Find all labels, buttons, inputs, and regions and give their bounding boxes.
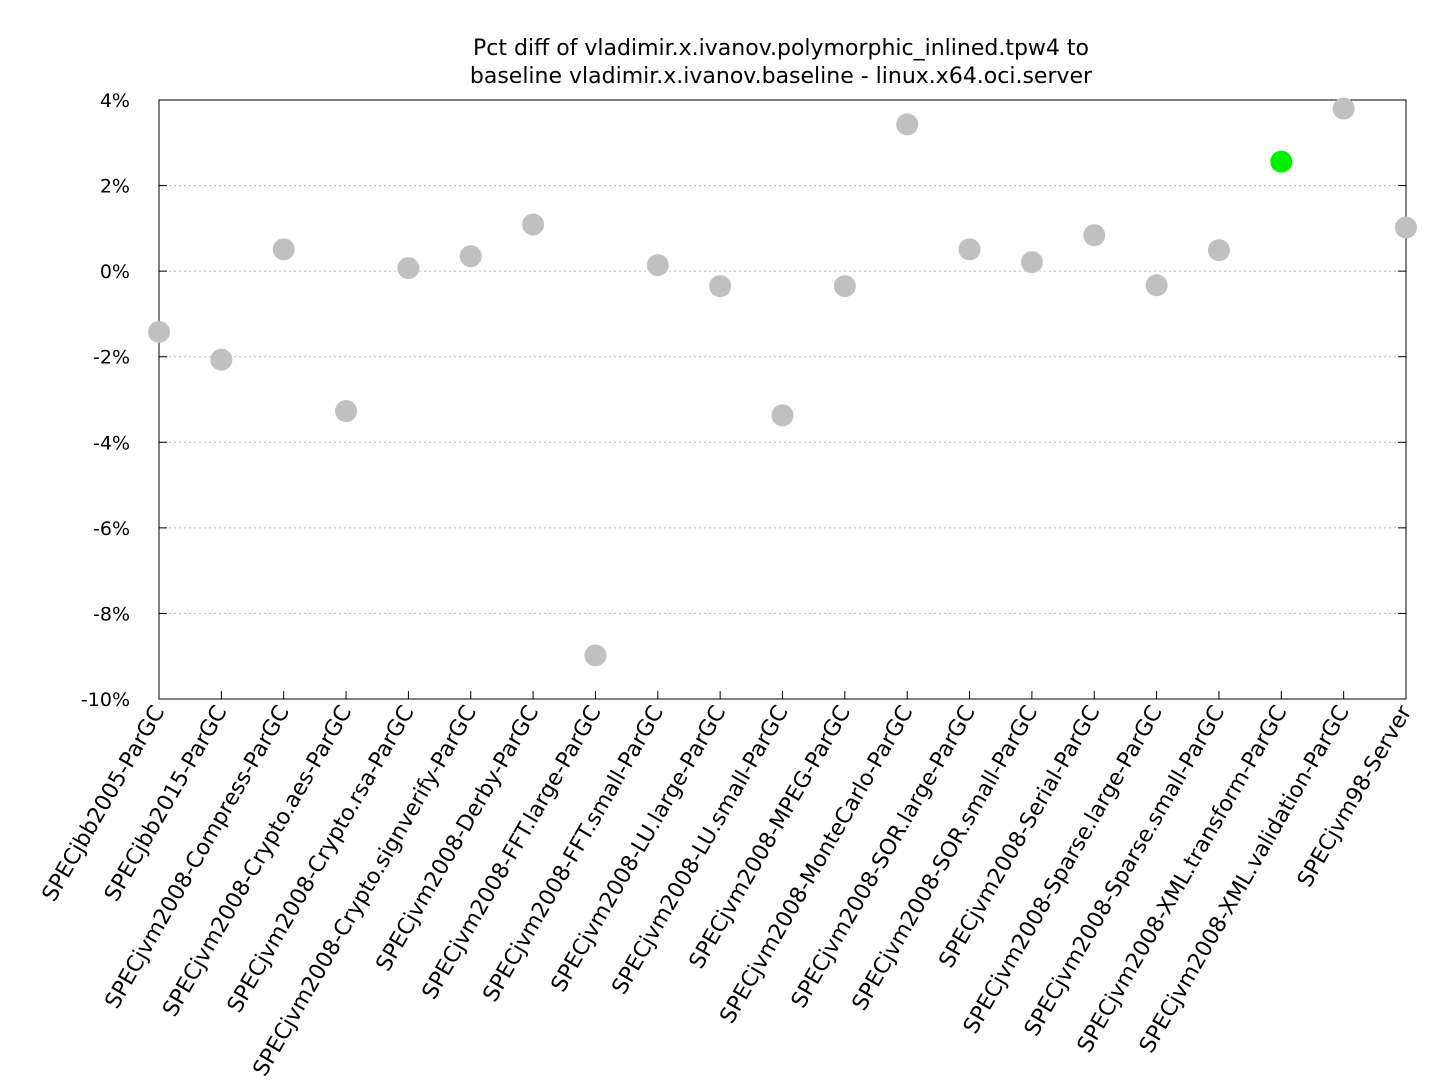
y-tick-label: -4% — [93, 432, 130, 454]
y-tick-label: -8% — [93, 603, 130, 625]
y-axis: 4% 2% 0% -2% -4% -6% -8% -10% — [81, 90, 1406, 711]
data-point — [272, 238, 295, 261]
y-tick-label: -6% — [93, 518, 130, 540]
x-tick-label: SPECjbb2005-ParGC — [38, 702, 170, 906]
data-point — [210, 348, 233, 371]
data-point — [1145, 274, 1168, 297]
data-point — [335, 400, 358, 423]
data-point — [1083, 224, 1106, 247]
x-tick-label: SPECjbb2015-ParGC — [100, 702, 232, 906]
data-point — [148, 320, 170, 343]
x-tick-label: SPECjvm98-Server — [1293, 701, 1418, 892]
chart-title-line-2: baseline vladimir.x.ivanov.baseline - li… — [470, 64, 1093, 89]
data-point — [958, 238, 981, 261]
data-point — [896, 113, 919, 136]
y-tick-label: -10% — [81, 689, 130, 711]
data-point — [646, 254, 669, 277]
data-point — [771, 404, 794, 427]
highlighted-data-point — [1270, 150, 1293, 173]
data-point — [709, 275, 732, 298]
y-tick-label: 0% — [100, 261, 130, 283]
chart-title-line-1: Pct diff of vladimir.x.ivanov.polymorphi… — [473, 36, 1089, 61]
data-point — [1020, 251, 1043, 274]
plot-frame — [158, 99, 1407, 700]
y-tick-label: 2% — [100, 176, 130, 198]
y-tick-label: -2% — [93, 347, 130, 369]
data-point — [522, 213, 545, 236]
data-point — [1207, 239, 1230, 262]
data-point — [397, 257, 420, 280]
data-point — [1395, 216, 1417, 239]
data-points — [148, 97, 1417, 667]
y-tick-label: 4% — [100, 90, 130, 112]
data-point — [584, 644, 607, 667]
data-point — [1332, 97, 1355, 120]
data-point — [459, 245, 482, 268]
data-point — [833, 275, 856, 298]
